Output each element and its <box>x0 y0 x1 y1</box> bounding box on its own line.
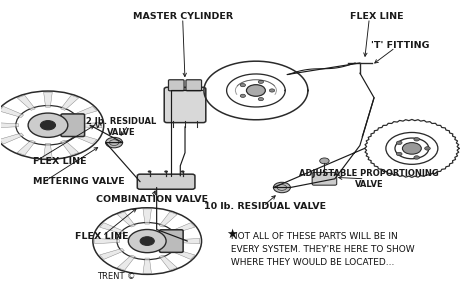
FancyBboxPatch shape <box>312 173 337 185</box>
Circle shape <box>258 80 264 84</box>
Text: ADJUSTABLE PROPORTIONING
VALVE: ADJUSTABLE PROPORTIONING VALVE <box>300 169 439 189</box>
Circle shape <box>396 152 402 156</box>
Circle shape <box>148 171 152 173</box>
Circle shape <box>40 120 55 130</box>
Circle shape <box>164 171 168 173</box>
Text: ★: ★ <box>227 228 238 241</box>
Polygon shape <box>44 92 52 107</box>
Circle shape <box>246 85 265 96</box>
Polygon shape <box>95 239 119 244</box>
Circle shape <box>319 158 329 164</box>
Polygon shape <box>0 133 24 144</box>
Polygon shape <box>73 107 97 118</box>
Circle shape <box>240 84 246 87</box>
FancyBboxPatch shape <box>186 80 201 91</box>
Polygon shape <box>159 255 177 270</box>
Polygon shape <box>143 258 151 273</box>
Text: 'T' FITTING: 'T' FITTING <box>371 41 429 50</box>
Polygon shape <box>143 209 151 224</box>
Circle shape <box>425 147 430 150</box>
Polygon shape <box>17 140 35 155</box>
Circle shape <box>128 230 166 253</box>
Polygon shape <box>159 212 177 227</box>
Text: FLEX LINE: FLEX LINE <box>350 12 403 21</box>
Polygon shape <box>61 140 79 155</box>
Polygon shape <box>17 95 35 110</box>
Text: COMBINATION VALVE: COMBINATION VALVE <box>96 195 208 204</box>
Circle shape <box>106 137 123 148</box>
Text: FLEX LINE: FLEX LINE <box>33 157 86 166</box>
Polygon shape <box>170 223 195 234</box>
Circle shape <box>414 156 419 159</box>
Circle shape <box>269 89 274 92</box>
Text: 10 lb. RESIDUAL VALVE: 10 lb. RESIDUAL VALVE <box>204 202 327 211</box>
Circle shape <box>240 94 246 97</box>
Circle shape <box>258 97 264 101</box>
Text: TRENT ©: TRENT © <box>97 272 136 281</box>
Circle shape <box>273 182 291 193</box>
FancyBboxPatch shape <box>168 80 184 91</box>
Circle shape <box>414 138 419 141</box>
Text: FLEX LINE: FLEX LINE <box>75 232 129 241</box>
Circle shape <box>402 143 421 154</box>
Text: 2 lb. RESIDUAL
VALVE: 2 lb. RESIDUAL VALVE <box>86 117 156 137</box>
Polygon shape <box>170 249 195 259</box>
Polygon shape <box>73 133 97 144</box>
Polygon shape <box>44 143 52 158</box>
FancyBboxPatch shape <box>137 174 195 189</box>
Text: MASTER CYLINDER: MASTER CYLINDER <box>133 12 233 21</box>
FancyBboxPatch shape <box>159 230 183 252</box>
Polygon shape <box>0 107 24 118</box>
Polygon shape <box>175 239 200 244</box>
Polygon shape <box>100 223 124 234</box>
FancyBboxPatch shape <box>164 87 206 123</box>
Polygon shape <box>61 95 79 110</box>
Polygon shape <box>117 255 135 270</box>
Circle shape <box>181 171 184 173</box>
Polygon shape <box>117 212 135 227</box>
Polygon shape <box>77 123 102 128</box>
Circle shape <box>396 141 402 145</box>
Circle shape <box>140 237 155 245</box>
Text: NOT ALL OF THESE PARTS WILL BE IN
 EVERY SYSTEM. THEY'RE HERE TO SHOW
 WHERE THE: NOT ALL OF THESE PARTS WILL BE IN EVERY … <box>228 233 414 267</box>
Polygon shape <box>100 249 124 259</box>
Text: METERING VALVE: METERING VALVE <box>33 177 125 186</box>
Polygon shape <box>0 123 18 128</box>
Circle shape <box>28 113 68 137</box>
FancyBboxPatch shape <box>61 114 84 136</box>
